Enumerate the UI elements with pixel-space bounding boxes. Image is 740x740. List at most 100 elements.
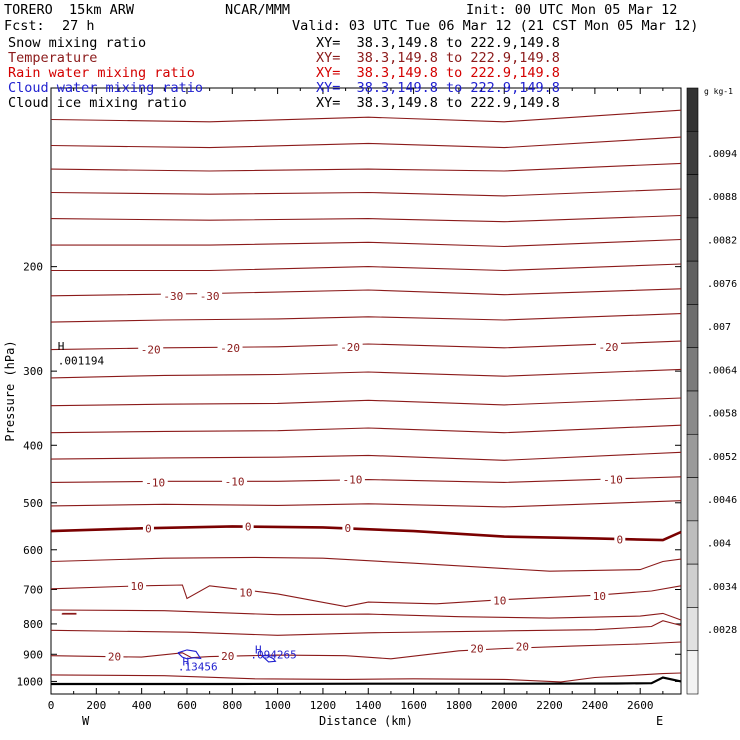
- contour-label-bg: [160, 289, 186, 302]
- field-xy-cloud-water: XY= 38.3,149.8 to 222.9,149.8: [316, 80, 560, 96]
- y-tick-label: 700: [23, 584, 43, 597]
- y-tick-label: 800: [23, 618, 43, 631]
- isotherm-line: [50, 424, 682, 434]
- isotherm-line: [50, 397, 682, 407]
- contour-label: -30: [200, 290, 220, 303]
- x-tick-label: 1200: [310, 699, 337, 712]
- colorbar-cell: [686, 563, 699, 608]
- valid-time: Valid: 03 UTC Tue 06 Mar 12 (21 CST Mon …: [292, 18, 699, 34]
- temperature-contours: [50, 109, 682, 686]
- colorbar-unit: g kg-1: [704, 87, 733, 96]
- contour-label: 20: [470, 642, 483, 655]
- x-tick-label: 2200: [536, 699, 563, 712]
- cloud-water-contours: [61, 612, 277, 663]
- x-tick-label: 400: [132, 699, 152, 712]
- colorbar: .0094 .0088 .0082 .0076 .007 .0064 .0058 .0052.…: [686, 87, 737, 695]
- contour-label-bg: [142, 476, 168, 489]
- isotherm-line: [50, 556, 682, 572]
- colorbar-label: .0088: [707, 192, 737, 203]
- contour-label-bg: [138, 343, 164, 356]
- field-xy-cloud-ice: XY= 38.3,149.8 to 222.9,149.8: [316, 95, 560, 111]
- colorbar-cell: [686, 174, 699, 219]
- contour-label-bg: [590, 590, 609, 603]
- contour-label-bg: [595, 340, 621, 353]
- field-name-temperature: Temperature: [8, 50, 98, 66]
- contour-label-bg: [217, 341, 243, 354]
- field-name-snow: Snow mixing ratio: [8, 35, 147, 51]
- isotherm-line: [50, 162, 682, 172]
- colorbar-label: .0082: [707, 236, 737, 247]
- contour-label-bg: [600, 473, 626, 486]
- colorbar-cell: [686, 433, 699, 478]
- y-tick-label: 1000: [17, 675, 44, 688]
- contour-label: 0: [145, 522, 152, 535]
- contour-label: -20: [220, 342, 240, 355]
- y-tick-label: 600: [23, 544, 43, 557]
- colorbar-cell: [686, 607, 699, 652]
- colorbar-cell: [686, 347, 699, 392]
- isotherm-line: [50, 368, 682, 379]
- contour-label-bg: [614, 533, 626, 546]
- x-tick-label: 1000: [264, 699, 291, 712]
- extremum-annotation: .13456: [178, 660, 218, 673]
- x-tick-label: 1600: [400, 699, 427, 712]
- contour-label-bg: [468, 642, 487, 655]
- contour-label: 20: [108, 651, 121, 664]
- x-tick-label: 600: [177, 699, 197, 712]
- contour-label-bg: [197, 289, 223, 302]
- colorbar-label: .0034: [707, 582, 737, 593]
- terrain-line: [51, 676, 682, 686]
- extremum-annotation: .001194: [58, 355, 105, 368]
- isotherm-line: [50, 214, 682, 223]
- isotherm-line: [51, 263, 682, 272]
- isotherm-line: [50, 672, 682, 683]
- y-tick-label: 200: [23, 261, 43, 274]
- init-time: Init: 00 UTC Mon 05 Mar 12: [466, 2, 678, 18]
- model-center: NCAR/MMM: [225, 2, 291, 18]
- contour-label-bg: [490, 594, 509, 607]
- extremum-annotation: H: [182, 655, 189, 668]
- contour-label-bg: [105, 650, 124, 663]
- x-axis-label: Distance (km): [319, 714, 413, 728]
- colorbar-cell: [686, 650, 699, 695]
- x-tick-label: 1400: [355, 699, 382, 712]
- colorbar-cell: [686, 477, 699, 522]
- contour-label: 10: [593, 590, 606, 603]
- x-tick-label: 0: [48, 699, 55, 712]
- contour-label-bg: [236, 586, 255, 599]
- contour-label-bg: [339, 473, 365, 486]
- colorbar-label: .0076: [707, 279, 737, 290]
- freezing-level-line: [50, 525, 682, 542]
- contour-label: 20: [221, 650, 234, 663]
- contour-label: -20: [599, 341, 619, 354]
- contour-label: 0: [345, 522, 352, 535]
- contour-label-bg: [513, 640, 532, 653]
- cloud-water-contour: [61, 612, 77, 615]
- east-label: E: [656, 714, 663, 728]
- contour-label-bg: [142, 522, 154, 535]
- contour-label: 0: [245, 520, 252, 533]
- contour-label-bg: [222, 475, 248, 488]
- colorbar-label: .004: [707, 539, 731, 550]
- x-tick-label: 200: [86, 699, 106, 712]
- isotherm-line: [50, 109, 682, 123]
- extremum-annotation: H: [255, 643, 262, 656]
- contour-label: -10: [342, 474, 362, 487]
- contour-label: -10: [145, 476, 165, 489]
- colorbar-label: .0064: [707, 365, 737, 376]
- isotherm-line: [50, 500, 682, 508]
- forecast-label: Fcst:: [4, 18, 45, 34]
- contour-label-bg: [342, 521, 354, 534]
- cloud-water-contour: [261, 655, 277, 663]
- isotherm-line: [50, 641, 682, 660]
- y-tick-label: 900: [23, 648, 43, 661]
- contour-label: 20: [516, 641, 529, 654]
- isotherm-line: [50, 620, 682, 636]
- x-tick-label: 1800: [446, 699, 473, 712]
- contour-label: 10: [130, 580, 143, 593]
- forecast-hours: 27 h: [62, 18, 95, 34]
- isotherm-line: [50, 313, 682, 323]
- axes: [50, 87, 682, 695]
- field-xy-snow: XY= 38.3,149.8 to 222.9,149.8: [316, 35, 560, 51]
